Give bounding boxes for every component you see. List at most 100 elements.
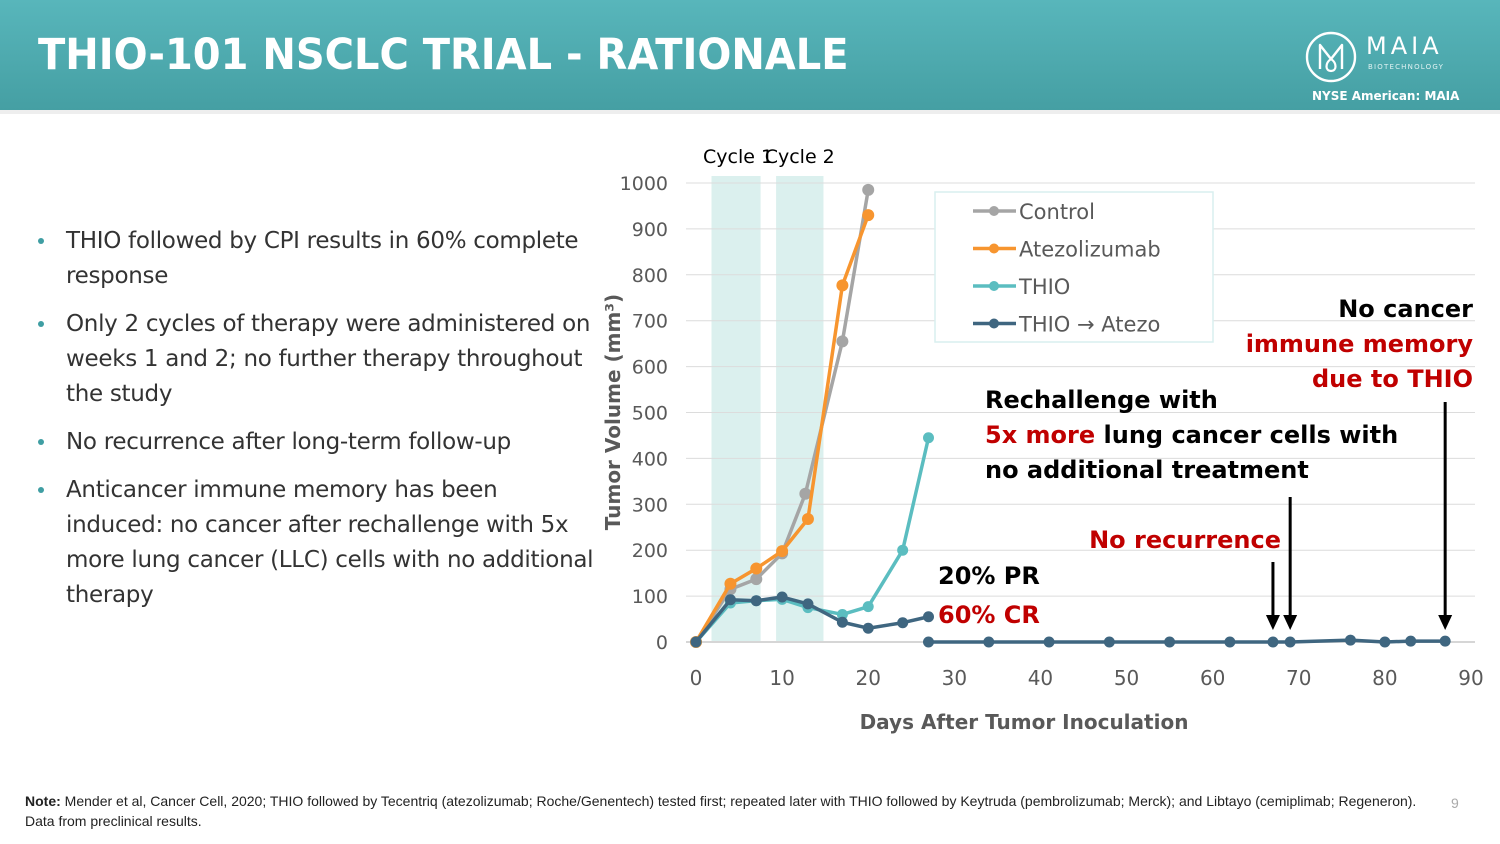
data-point xyxy=(862,622,874,634)
x-axis-title: Days After Tumor Inoculation xyxy=(860,710,1189,734)
cycle-label: Cycle 2 xyxy=(765,146,835,168)
x-tick-label: 40 xyxy=(1028,666,1053,690)
data-point xyxy=(1164,636,1176,648)
y-tick-label: 500 xyxy=(632,403,668,425)
footnote: Note: Mender et al, Cancer Cell, 2020; T… xyxy=(25,791,1445,831)
bullet-item: THIO followed by CPI results in 60% comp… xyxy=(36,224,596,294)
logo-wordmark: MAIA xyxy=(1366,32,1443,60)
x-tick-label: 30 xyxy=(942,666,967,690)
annotation-cr: 60% CR xyxy=(938,601,1040,629)
annotation-rechallenge-part: Rechallenge with xyxy=(985,386,1218,414)
data-point xyxy=(923,611,934,623)
data-point xyxy=(750,595,762,607)
maia-logo: MAIA BIOTECHNOLOGY xyxy=(1304,30,1474,86)
data-point xyxy=(923,432,934,444)
legend-swatch-marker xyxy=(989,318,999,329)
bullet-dot-icon xyxy=(38,487,44,493)
legend-label: THIO → Atezo xyxy=(1018,313,1160,337)
series-line xyxy=(928,638,1446,644)
y-tick-label: 700 xyxy=(632,311,668,333)
data-point xyxy=(897,617,909,629)
data-point xyxy=(1344,634,1356,646)
annotation-rechallenge-line: no additional treatment xyxy=(985,456,1309,484)
legend-label: Atezolizumab xyxy=(1019,238,1161,262)
x-tick-label: 0 xyxy=(690,666,703,690)
annotation-arrow-head-icon xyxy=(1265,615,1280,630)
y-tick-label: 0 xyxy=(656,632,668,654)
annotation-no-recurrence: No recurrence xyxy=(1089,526,1281,554)
legend-label: Control xyxy=(1019,200,1095,224)
y-tick-label: 800 xyxy=(632,265,668,287)
page-title: THIO-101 NSCLC TRIAL - RATIONALE xyxy=(38,30,849,80)
page-number: 9 xyxy=(1451,795,1459,811)
data-point xyxy=(836,616,848,628)
annotation-arrow-head-icon xyxy=(1283,615,1298,630)
bullet-text: Only 2 cycles of therapy were administer… xyxy=(66,311,591,407)
x-tick-label: 60 xyxy=(1200,666,1225,690)
data-point xyxy=(776,591,788,603)
data-point xyxy=(690,636,702,648)
bullet-dot-icon xyxy=(38,439,44,445)
data-point xyxy=(1224,636,1236,648)
x-tick-label: 90 xyxy=(1458,666,1483,690)
legend-swatch-marker xyxy=(989,206,999,216)
annotation-arrow-head-icon xyxy=(1438,615,1453,630)
data-point xyxy=(1284,636,1296,648)
header-divider xyxy=(0,110,1500,114)
bullet-item: No recurrence after long-term follow-up xyxy=(36,425,596,460)
annotation-pr: 20% PR xyxy=(938,562,1040,590)
bullet-dot-icon xyxy=(38,321,44,327)
annotation-immune-memory-line: due to THIO xyxy=(1312,365,1473,393)
data-point xyxy=(862,209,875,222)
bullet-text: No recurrence after long-term follow-up xyxy=(66,429,511,455)
x-tick-label: 10 xyxy=(769,666,794,690)
x-tick-label: 80 xyxy=(1372,666,1397,690)
data-point xyxy=(836,279,849,292)
data-point xyxy=(1405,635,1417,647)
bullet-item: Anticancer immune memory has been induce… xyxy=(36,473,596,613)
footnote-label: Note: xyxy=(25,793,61,809)
x-tick-label: 70 xyxy=(1286,666,1311,690)
x-tick-label: 50 xyxy=(1114,666,1139,690)
data-point xyxy=(836,335,849,348)
legend-label: THIO xyxy=(1018,275,1070,299)
annotation-immune-memory-line: immune memory xyxy=(1246,330,1474,358)
legend-swatch-marker xyxy=(989,243,999,254)
data-point xyxy=(802,598,814,610)
annotation-rechallenge-part: no additional treatment xyxy=(985,456,1309,484)
data-point xyxy=(776,545,789,558)
data-point xyxy=(801,512,814,525)
bullet-text: THIO followed by CPI results in 60% comp… xyxy=(66,228,579,289)
cycle-band xyxy=(776,176,824,642)
data-point xyxy=(862,601,874,613)
bullet-text: Anticancer immune memory has been induce… xyxy=(66,477,594,608)
maia-logo-mark-icon xyxy=(1305,31,1357,83)
y-axis-title: Tumor Volume (mm³) xyxy=(601,294,625,530)
bullet-dot-icon xyxy=(38,238,44,244)
header-bar xyxy=(0,0,1500,110)
y-tick-label: 600 xyxy=(632,357,668,379)
data-point xyxy=(983,636,995,648)
data-point xyxy=(799,487,812,500)
legend-swatch-marker xyxy=(989,281,999,291)
data-point xyxy=(724,577,737,590)
footnote-text: Mender et al, Cancer Cell, 2020; THIO fo… xyxy=(25,793,1417,829)
y-tick-label: 400 xyxy=(632,448,668,470)
annotation-rechallenge-line: 5x more lung cancer cells with xyxy=(985,421,1398,449)
data-point xyxy=(1043,636,1055,648)
bullet-item: Only 2 cycles of therapy were administer… xyxy=(36,307,596,412)
x-tick-label: 20 xyxy=(855,666,880,690)
logo-subtitle: BIOTECHNOLOGY xyxy=(1368,63,1445,71)
annotation-rechallenge-line: Rechallenge with xyxy=(985,386,1218,414)
y-tick-label: 900 xyxy=(632,219,668,241)
data-point xyxy=(862,183,875,196)
annotation-rechallenge-part: lung cancer cells with xyxy=(1095,421,1398,449)
y-tick-label: 200 xyxy=(632,540,668,562)
data-point xyxy=(897,544,909,556)
y-tick-label: 300 xyxy=(632,494,668,516)
legend-box xyxy=(934,191,1214,343)
y-tick-label: 1000 xyxy=(620,173,668,195)
data-point xyxy=(1439,635,1451,647)
cycle-label: Cycle 1 xyxy=(703,146,773,168)
